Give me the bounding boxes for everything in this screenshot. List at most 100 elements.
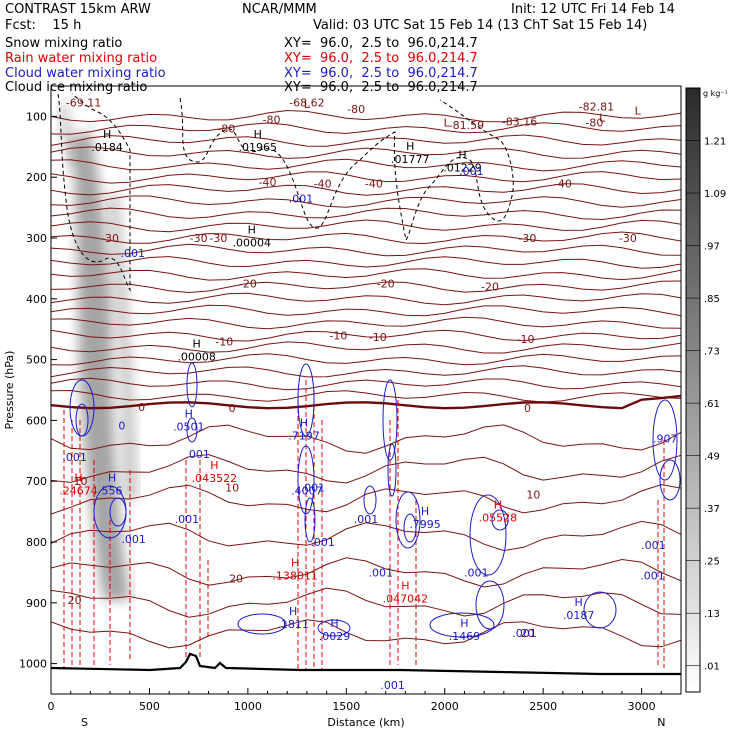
cloud-contour [186, 417, 198, 443]
cloud-contour [387, 443, 397, 497]
isotherm-label: 10 [74, 475, 88, 488]
rain-max-marker: H [210, 459, 218, 472]
snow-max-marker: H [458, 148, 466, 161]
isotherm [51, 587, 681, 618]
cloud-contour [403, 513, 417, 543]
colorbar-label: 1.09 [704, 189, 726, 200]
isotherm-label: 0 [229, 402, 236, 415]
isotherm-label: -30 [209, 232, 227, 245]
isotherm-label: -80 [347, 103, 365, 116]
x-tick-label: 1500 [332, 700, 360, 713]
init-time: Init: 12 UTC Fri 14 Feb 14 [511, 2, 675, 17]
isotherm [51, 219, 681, 233]
cloud-max-marker: H [185, 407, 193, 420]
colorbar-unit: g kg⁻¹ [703, 89, 728, 98]
temperature-extreme-value: -83.16 [502, 115, 537, 128]
low-marker: L [304, 98, 311, 111]
isotherm [51, 183, 681, 196]
isotherm [51, 304, 681, 317]
snow-max-marker: H [193, 338, 201, 351]
isotherm-label: -10 [329, 329, 347, 342]
isotherm [51, 424, 681, 454]
contour-value: .001 [459, 165, 484, 178]
rain-max-marker: H [74, 471, 82, 484]
contour-value: .001 [641, 539, 666, 552]
cloud-max-value: .1469 [449, 630, 481, 643]
contour-value: .001 [289, 192, 314, 205]
x-tick-label: 2500 [529, 700, 557, 713]
isotherm-label: -10 [215, 335, 233, 348]
cloud-contour [659, 459, 681, 501]
cloud-contour [475, 580, 505, 630]
isotherm [51, 557, 681, 588]
terrain-line [51, 652, 681, 676]
colorbar-label: .13 [704, 609, 720, 620]
isotherm [51, 231, 681, 245]
field-ice-name: Cloud ice mixing ratio [5, 80, 148, 95]
cloud-contour [491, 509, 509, 531]
isotherm-label: 20 [229, 572, 243, 585]
y-tick-label: 500 [26, 354, 47, 367]
contour-value: .001 [121, 533, 146, 546]
isotherm-label: 0 [138, 401, 145, 414]
contour-value: .001 [120, 247, 145, 260]
isotherm-label: 10 [526, 489, 540, 502]
x-axis-label: Distance (km) [327, 716, 404, 729]
contour-value: .001 [640, 569, 665, 582]
cloud-contour [652, 399, 678, 481]
isotherm-label: 0 [524, 402, 531, 415]
rain-max-marker: H [494, 499, 502, 512]
cloud-contour [429, 612, 495, 638]
contour-value: .001 [301, 481, 326, 494]
isotherm [51, 341, 681, 354]
y-tick-label: 700 [26, 475, 47, 488]
snow-max-value: .01965 [238, 141, 277, 154]
isotherm [51, 134, 681, 147]
contour-value: .001 [512, 627, 537, 640]
colorbar-label: .73 [704, 347, 720, 358]
cloud-contour [109, 497, 127, 527]
isotherm-label: 10 [225, 481, 239, 494]
field-cloud-name: Cloud water mixing ratio [5, 66, 166, 81]
cloud-max-marker: H [330, 617, 338, 630]
colorbar [685, 87, 701, 693]
isotherm-label: -30 [101, 232, 119, 245]
cloud-contour [237, 613, 287, 635]
isotherm-label: -40 [365, 177, 383, 190]
contour-value: .001 [175, 513, 200, 526]
snow-max-value: .0184 [91, 141, 123, 154]
contour-value: .001 [310, 536, 335, 549]
isotherm [51, 329, 681, 342]
isotherm [51, 122, 681, 135]
isotherm [51, 316, 681, 330]
snow-max-value: .00008 [177, 351, 216, 364]
isotherm-label: -10 [516, 333, 534, 346]
cloud-max-marker: H [421, 505, 429, 518]
isotherm-label: -40 [554, 177, 572, 190]
south-label: S [81, 716, 88, 729]
temperature-extreme-value: -81.59 [449, 119, 484, 132]
x-tick-label: 3000 [628, 700, 656, 713]
field-rain-xy: XY= 96.0, 2.5 to 96.0,214.7 [284, 51, 478, 66]
field-rain-name: Rain water mixing ratio [5, 51, 158, 66]
low-marker: L [444, 116, 451, 129]
snow-max-value: .00004 [233, 236, 272, 249]
snow-plume-shade [58, 100, 80, 170]
isotherm-label: -20 [481, 281, 499, 294]
snow-max-marker: H [248, 223, 256, 236]
low-marker: L [599, 112, 606, 125]
isotherm [51, 158, 681, 172]
terrain-fill [51, 654, 681, 694]
isotherm [51, 453, 681, 484]
rain-max-value: .138011 [272, 569, 318, 582]
rain-max-marker: H [291, 556, 299, 569]
model-title: CONTRAST 15km ARW [5, 2, 151, 17]
isotherm-label: 20 [68, 594, 82, 607]
cloud-contour [395, 491, 421, 549]
isotherm [51, 619, 681, 649]
snow-max-value: .01229 [443, 161, 482, 174]
isotherm-label: -80 [585, 116, 603, 129]
cloud-max-value: .0187 [563, 609, 595, 622]
isotherm [51, 520, 681, 552]
